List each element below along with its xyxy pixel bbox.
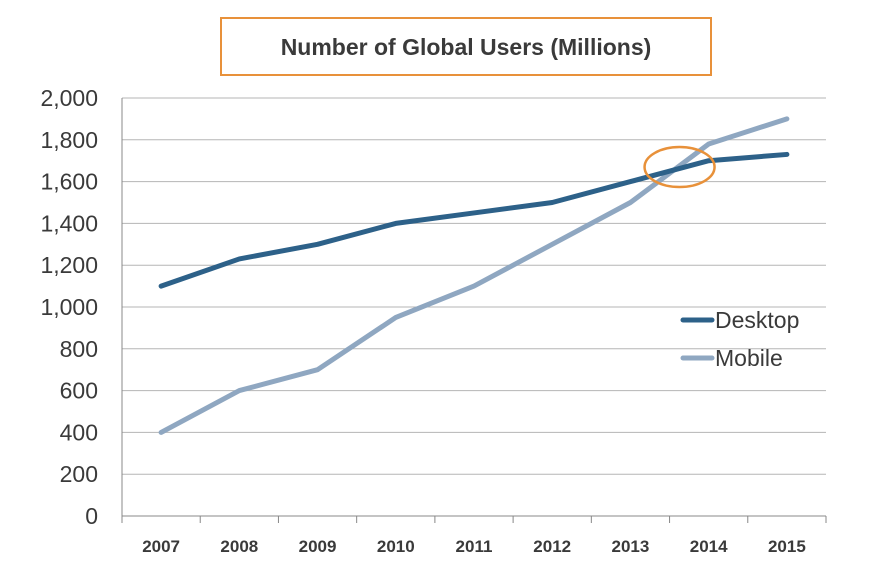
y-tick-label: 400	[60, 419, 98, 445]
x-tick-label: 2011	[456, 537, 493, 556]
y-tick-label: 1,000	[40, 294, 98, 320]
chart-title-box: Number of Global Users (Millions)	[220, 17, 712, 76]
y-tick-label: 0	[85, 503, 98, 529]
legend-label-mobile: Mobile	[715, 345, 783, 371]
highlight-ellipse	[643, 145, 716, 189]
series-line-desktop	[158, 151, 790, 289]
y-tick-label: 800	[60, 336, 98, 362]
legend-label-desktop: Desktop	[715, 307, 799, 333]
x-tick-label: 2010	[377, 537, 415, 556]
x-tick-label: 2008	[220, 537, 258, 556]
y-tick-label: 2,000	[40, 85, 98, 111]
x-tick-label: 2012	[533, 537, 571, 556]
y-tick-label: 1,800	[40, 127, 98, 153]
series-line-mobile	[158, 116, 790, 435]
x-tick-label: 2007	[142, 537, 180, 556]
y-tick-label: 1,200	[40, 252, 98, 278]
x-tick-label: 2015	[768, 537, 806, 556]
x-tick-label: 2014	[690, 537, 728, 556]
x-tick-label: 2013	[612, 537, 650, 556]
y-tick-label: 600	[60, 378, 98, 404]
chart-title: Number of Global Users (Millions)	[281, 34, 652, 60]
y-tick-label: 200	[60, 461, 98, 487]
y-tick-label: 1,600	[40, 169, 98, 195]
x-tick-label: 2009	[299, 537, 337, 556]
y-tick-label: 1,400	[40, 210, 98, 236]
